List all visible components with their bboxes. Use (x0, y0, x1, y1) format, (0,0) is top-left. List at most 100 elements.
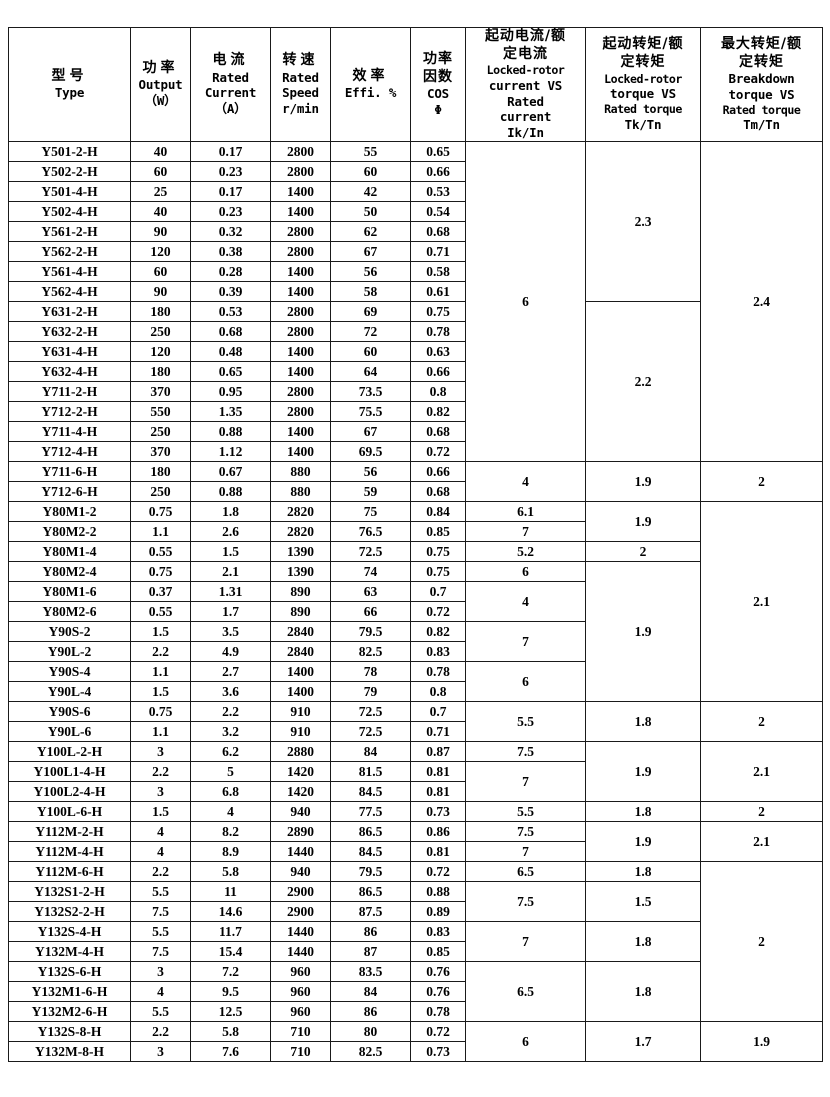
cell-effi: 56 (330, 260, 411, 282)
cell-type: Y80M2-4 (8, 560, 131, 582)
cell-output: 4 (130, 820, 191, 842)
column-header-type: 型号 Type (8, 27, 131, 142)
table-row: Y632-2-H 250 0.68 2800 72 0.78 (8, 320, 823, 342)
cell-speed: 1400 (270, 420, 331, 442)
cell-effi: 74 (330, 560, 411, 582)
cell-effi: 69 (330, 300, 411, 322)
cell-current: 0.17 (190, 180, 271, 202)
cell-speed: 940 (270, 800, 331, 822)
cell-output: 40 (130, 140, 191, 162)
cell-tktn: 2.2 (585, 300, 701, 462)
cell-output: 1.1 (130, 660, 191, 682)
cell-cos: 0.54 (410, 200, 466, 222)
cell-speed: 2800 (270, 400, 331, 422)
cell-type: Y561-4-H (8, 260, 131, 282)
cell-cos: 0.58 (410, 260, 466, 282)
cell-effi: 67 (330, 420, 411, 442)
cell-current: 14.6 (190, 900, 271, 922)
cell-effi: 86.5 (330, 880, 411, 902)
cell-output: 120 (130, 340, 191, 362)
cell-ikin: 6.1 (465, 500, 586, 522)
cell-current: 0.53 (190, 300, 271, 322)
cell-speed: 1400 (270, 260, 331, 282)
cell-type: Y132M-8-H (8, 1040, 131, 1062)
cell-effi: 81.5 (330, 760, 411, 782)
cell-output: 5.5 (130, 1000, 191, 1022)
column-header-en: torque VS (728, 86, 795, 102)
cell-effi: 82.5 (330, 1040, 411, 1062)
cell-current: 11.7 (190, 920, 271, 942)
cell-cos: 0.71 (410, 240, 466, 262)
cell-output: 0.55 (130, 600, 191, 622)
cell-type: Y90L-4 (8, 680, 131, 702)
cell-speed: 1400 (270, 660, 331, 682)
cell-effi: 86 (330, 1000, 411, 1022)
column-header-en: （A） (214, 101, 247, 117)
cell-output: 2.2 (130, 1020, 191, 1042)
cell-effi: 77.5 (330, 800, 411, 822)
column-header-en: Ik/In (507, 125, 544, 141)
cell-effi: 86 (330, 920, 411, 942)
cell-current: 15.4 (190, 940, 271, 962)
cell-cos: 0.7 (410, 580, 466, 602)
cell-effi: 73.5 (330, 380, 411, 402)
cell-output: 4 (130, 840, 191, 862)
table-row: Y80M1-6 0.37 1.31 890 63 0.7 4 (8, 580, 823, 622)
cell-cos: 0.76 (410, 980, 466, 1002)
cell-type: Y90L-6 (8, 720, 131, 742)
cell-effi: 56 (330, 460, 411, 482)
column-header-en: current VS (488, 77, 563, 93)
table-row: Y501-2-H 40 0.17 2800 55 0.65 6 2.3 2.4 (8, 140, 823, 462)
cell-output: 250 (130, 420, 191, 442)
cell-type: Y100L-2-H (8, 740, 131, 762)
column-header-cn: 功率 (423, 51, 453, 68)
cell-current: 4 (190, 800, 271, 822)
cell-output: 250 (130, 480, 191, 502)
table-row: Y502-4-H 40 0.23 1400 50 0.54 (8, 200, 823, 222)
cell-effi: 84 (330, 740, 411, 762)
table-row: Y90S-6 0.75 2.2 910 72.5 0.7 5.5 1.8 2 (8, 700, 823, 742)
cell-current: 7.2 (190, 960, 271, 982)
cell-speed: 2800 (270, 320, 331, 342)
cell-effi: 72.5 (330, 720, 411, 742)
cell-cos: 0.73 (410, 800, 466, 822)
cell-output: 180 (130, 360, 191, 382)
cell-tktn: 1.9 (585, 500, 701, 542)
cell-speed: 910 (270, 720, 331, 742)
table-row: Y132S1-2-H 5.5 11 2900 86.5 0.88 7.5 1.5 (8, 880, 823, 922)
cell-effi: 63 (330, 580, 411, 602)
cell-tmtn: 2.1 (700, 740, 823, 802)
cell-type: Y561-2-H (8, 220, 131, 242)
cell-type: Y112M-2-H (8, 820, 131, 842)
cell-cos: 0.81 (410, 760, 466, 782)
cell-effi: 79.5 (330, 860, 411, 882)
cell-type: Y80M2-2 (8, 520, 131, 542)
cell-type: Y501-4-H (8, 180, 131, 202)
column-header-effi: 效率 Effi. % (330, 27, 411, 142)
cell-output: 550 (130, 400, 191, 422)
cell-output: 25 (130, 180, 191, 202)
cell-type: Y632-4-H (8, 360, 131, 382)
cell-type: Y112M-4-H (8, 840, 131, 862)
column-header-cn-line2: 定转矩 (739, 53, 784, 70)
cell-effi: 64 (330, 360, 411, 382)
cell-output: 90 (130, 220, 191, 242)
cell-current: 0.28 (190, 260, 271, 282)
column-header-cn: 起动转矩/额 (602, 36, 684, 53)
cell-effi: 55 (330, 140, 411, 162)
cell-speed: 1400 (270, 360, 331, 382)
cell-speed: 880 (270, 460, 331, 482)
cell-cos: 0.68 (410, 480, 466, 502)
cell-type: Y562-4-H (8, 280, 131, 302)
cell-output: 1.5 (130, 680, 191, 702)
cell-output: 90 (130, 280, 191, 302)
table-row: Y132S-6-H 3 7.2 960 83.5 0.76 6.5 1.8 (8, 960, 823, 1022)
cell-type: Y80M1-4 (8, 540, 131, 562)
column-header-en: Effi. % (344, 85, 397, 101)
cell-effi: 60 (330, 160, 411, 182)
cell-ikin: 6.5 (465, 860, 586, 882)
table-row: Y132S2-2-H 7.5 14.6 2900 87.5 0.89 (8, 900, 823, 922)
cell-current: 7.6 (190, 1040, 271, 1062)
cell-output: 3 (130, 1040, 191, 1062)
cell-output: 5.5 (130, 880, 191, 902)
